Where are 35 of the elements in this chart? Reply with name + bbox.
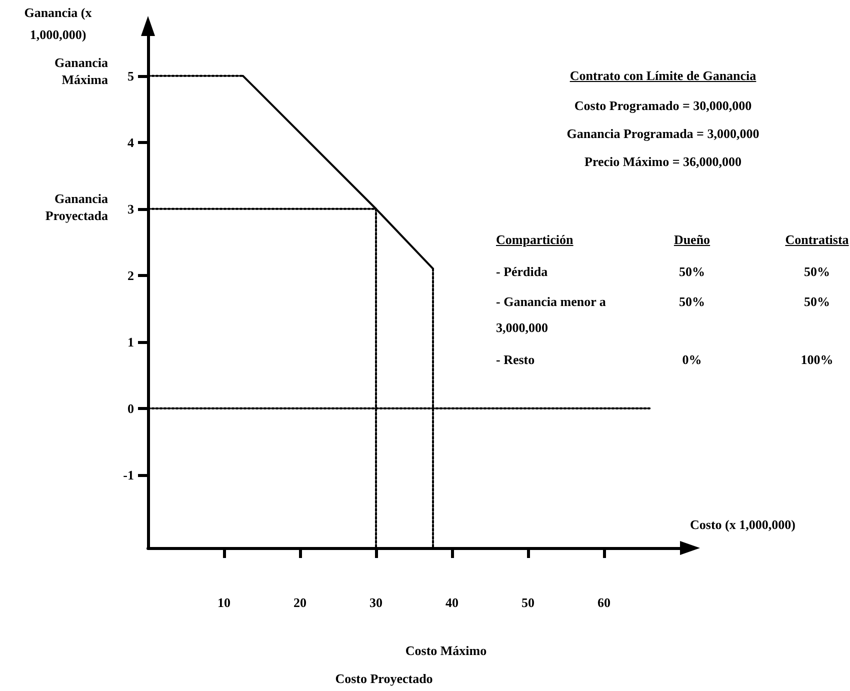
y-tick-label: 1 — [128, 334, 134, 350]
y-tick-label: 4 — [128, 134, 134, 150]
text: Contrato con Límite de Ganancia — [570, 67, 756, 84]
annotation: Costo Programado = 30,000,000 — [574, 97, 752, 114]
annotation: 50% — [679, 293, 705, 310]
annotation: 50% — [679, 263, 705, 280]
annotation: Compartición — [496, 231, 574, 249]
annotation: Precio Máximo = 36,000,000 — [584, 153, 742, 170]
x-tick-label: 10 — [218, 595, 230, 610]
text: Contratista — [785, 231, 849, 248]
annotation: - Resto — [496, 351, 536, 369]
text: Costo Máximo — [405, 642, 487, 659]
text: 50% — [804, 263, 830, 280]
y-tick-label: 5 — [128, 68, 134, 84]
annotation: Dueño — [674, 231, 710, 248]
x-axis-title: Costo (x 1,000,000) — [690, 517, 796, 532]
y-tick-label: -1 — [123, 467, 134, 482]
y-axis-title: Ganancia (x 1,000,000) — [23, 4, 93, 44]
x-tick-label: 60 — [598, 595, 610, 610]
text: 100% — [800, 351, 834, 368]
x-tick-label: 40 — [446, 595, 458, 610]
annotation: Ganancia Programada = 3,000,000 — [566, 125, 760, 142]
text: Ganancia Proyectada — [44, 190, 108, 224]
x-tick-label: 50 — [522, 595, 534, 610]
text: Ganancia Máxima — [54, 54, 108, 88]
x-tick-label: 20 — [294, 595, 306, 610]
text: 50% — [804, 293, 830, 310]
x-tick-label: 30 — [370, 595, 382, 610]
text: 0% — [682, 351, 702, 368]
y-tick-label: 2 — [128, 268, 134, 283]
text: Costo Proyectado — [335, 670, 433, 687]
annotation: - Pérdida — [496, 263, 549, 281]
y-tick-label: 3 — [128, 201, 134, 216]
annotation: - Ganancia menor a 3,000,000 — [496, 293, 607, 337]
y-tick-label: 0 — [128, 400, 134, 416]
